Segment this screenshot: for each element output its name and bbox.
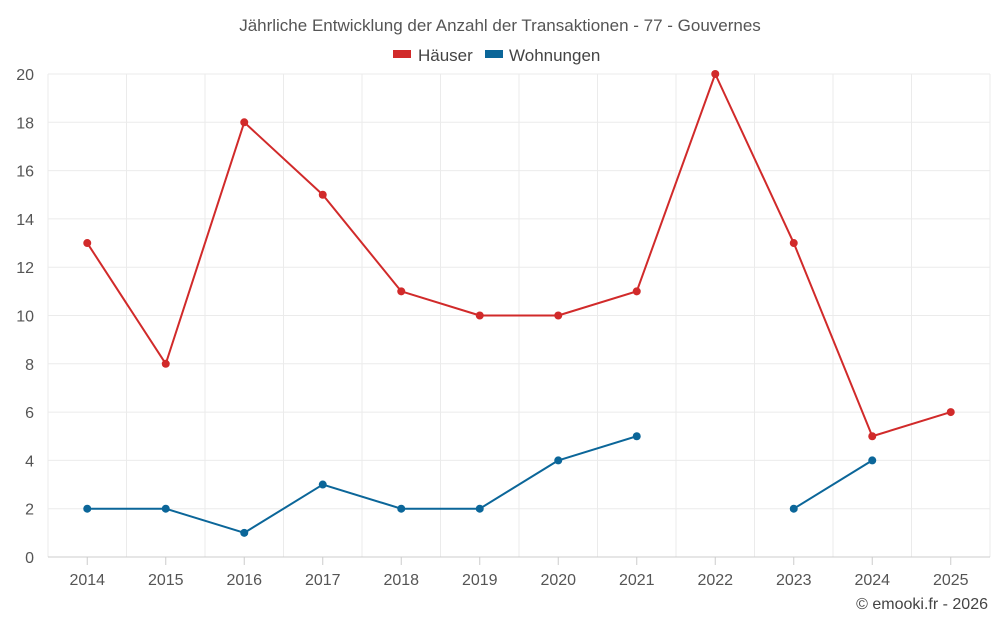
data-point-hauser[interactable] (946, 408, 955, 417)
legend-label-hauser: Häuser (418, 46, 473, 65)
data-point-hauser[interactable] (475, 311, 484, 320)
data-point-hauser[interactable] (161, 359, 170, 368)
legend-swatch-wohnungen (485, 50, 503, 58)
y-tick-label: 14 (16, 212, 34, 229)
x-tick-label: 2024 (854, 572, 890, 589)
x-tick-label: 2016 (226, 572, 262, 589)
x-tick-label: 2019 (462, 572, 498, 589)
data-point-hauser[interactable] (554, 311, 563, 320)
data-point-hauser[interactable] (397, 287, 406, 296)
legend-item-hauser[interactable]: Häuser (393, 46, 473, 65)
y-tick-label: 10 (16, 309, 34, 326)
y-tick-label: 2 (25, 502, 34, 519)
y-tick-label: 6 (25, 405, 34, 422)
data-point-wohnungen[interactable] (868, 456, 877, 465)
series-line-wohnungen (87, 435, 638, 534)
legend: Häuser Wohnungen (393, 46, 600, 65)
data-point-hauser[interactable] (318, 190, 327, 199)
data-point-wohnungen[interactable] (554, 456, 563, 465)
data-point-hauser[interactable] (240, 118, 249, 127)
data-point-hauser[interactable] (632, 287, 641, 296)
credit-text: © emooki.fr - 2026 (856, 596, 988, 613)
chart-title: Jährliche Entwicklung der Anzahl der Tra… (239, 16, 761, 35)
legend-item-wohnungen[interactable]: Wohnungen (485, 46, 600, 65)
data-point-wohnungen[interactable] (83, 504, 92, 513)
data-point-hauser[interactable] (83, 239, 92, 248)
series-line-wohnungen (793, 459, 873, 510)
y-tick-label: 12 (16, 260, 34, 277)
series-layer (83, 70, 955, 537)
x-tick-label: 2014 (69, 572, 105, 589)
legend-swatch-hauser (393, 50, 411, 58)
series-hauser (83, 70, 955, 441)
x-tick-label: 2017 (305, 572, 341, 589)
y-tick-label: 0 (25, 550, 34, 567)
x-tick-label: 2023 (776, 572, 812, 589)
data-point-hauser[interactable] (711, 70, 720, 78)
x-tick-label: 2022 (697, 572, 733, 589)
data-point-wohnungen[interactable] (632, 432, 641, 441)
legend-label-wohnungen: Wohnungen (509, 46, 600, 65)
y-tick-label: 8 (25, 357, 34, 374)
data-point-wohnungen[interactable] (161, 504, 170, 513)
series-line-hauser (86, 73, 952, 438)
x-tick-label: 2021 (619, 572, 655, 589)
data-point-hauser[interactable] (789, 239, 798, 248)
data-point-hauser[interactable] (868, 432, 877, 441)
y-tick-label: 18 (16, 115, 34, 132)
data-point-wohnungen[interactable] (397, 504, 406, 513)
data-point-wohnungen[interactable] (475, 504, 484, 513)
y-tick-label: 20 (16, 67, 34, 84)
x-tick-label: 2025 (933, 572, 969, 589)
data-point-wohnungen[interactable] (318, 480, 327, 489)
grid (47, 73, 991, 557)
y-tick-label: 16 (16, 164, 34, 181)
x-tick-label: 2015 (148, 572, 184, 589)
x-tick-label: 2020 (540, 572, 576, 589)
data-point-wohnungen[interactable] (240, 528, 249, 537)
y-tick-label: 4 (25, 453, 34, 470)
series-wohnungen (83, 432, 877, 537)
data-point-wohnungen[interactable] (789, 504, 798, 513)
axes: 0 2 4 6 8 10 12 14 16 18 20 2014 2015 2016 2017 2018 201… (16, 67, 990, 589)
x-tick-label: 2018 (383, 572, 419, 589)
